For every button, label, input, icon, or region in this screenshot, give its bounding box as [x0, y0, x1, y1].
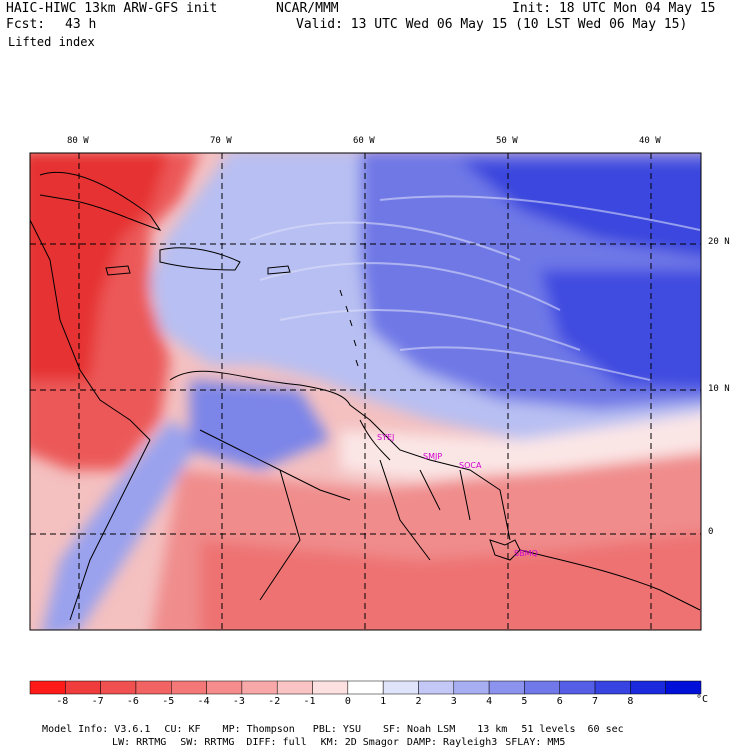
model-info-line1: Model Info: V3.6.1 CU: KF MP: Thompson PBL:… [30, 712, 624, 736]
mp-scheme: MP: Thompson [222, 724, 295, 735]
model-info-line2: LW: RRTMG SW: RRTMG DIFF: full KM: 2D Smago… [100, 725, 565, 749]
vertical-levels: 51 levels [521, 724, 576, 735]
forecast-hours: 43 h [65, 17, 97, 32]
colorbar-swatch [630, 680, 666, 695]
colorbar-swatch [241, 680, 278, 695]
station-label: SYEJ [377, 433, 394, 442]
colorbar-swatch [29, 680, 66, 695]
forecast-label: Fcst: [6, 17, 46, 32]
station-label: SOCA [459, 461, 482, 470]
colorbar-swatch [171, 680, 207, 695]
grid-spacing: 13 km [477, 724, 508, 735]
colorbar-tick-label: -3 [232, 696, 245, 707]
colorbar [29, 680, 702, 695]
colorbar-swatch [524, 680, 560, 695]
colorbar-tick-label: -5 [162, 696, 175, 707]
colorbar-swatch [559, 680, 596, 695]
colorbar-tick-label: 3 [450, 696, 457, 707]
cu-scheme: CU: KF [164, 724, 201, 735]
damping: DAMP: Rayleigh3 [406, 737, 498, 748]
pbl-scheme: PBL: YSU [312, 724, 361, 735]
colorbar-swatch [312, 680, 349, 695]
model-title: HAIC-HIWC 13km ARW-GFS init [6, 1, 218, 16]
colorbar-swatch [347, 680, 384, 695]
lat-label-0: 0 [708, 527, 714, 537]
station-label: SMJP [423, 452, 442, 461]
lon-label-80w: 80 W [67, 136, 89, 146]
coastlines [29, 171, 701, 621]
colorbar-swatch [488, 680, 525, 695]
valid-time: Valid: 13 UTC Wed 06 May 15 (10 LST Wed … [296, 17, 688, 32]
time-step: 60 sec [587, 724, 624, 735]
sf-scheme: SF: Noah LSM [382, 724, 456, 735]
surface-layer: SFLAY: MM5 [505, 737, 566, 748]
org-label: NCAR/MMM [276, 1, 339, 16]
colorbar-tick-label: -2 [268, 696, 281, 707]
colorbar-tick-label: -1 [303, 696, 316, 707]
lon-label-70w: 70 W [210, 136, 232, 146]
colorbar-tick-label: 5 [521, 696, 528, 707]
lat-label-20n: 20 N [708, 237, 730, 247]
lon-label-60w: 60 W [353, 136, 375, 146]
colorbar-swatch [453, 680, 490, 695]
init-time: Init: 18 UTC Mon 04 May 15 [512, 1, 716, 16]
colorbar-tick-label: 8 [627, 696, 634, 707]
colorbar-tick-label: 1 [380, 696, 387, 707]
diffusion: DIFF: full [246, 737, 307, 748]
colorbar-swatch [135, 680, 172, 695]
lon-label-40w: 40 W [639, 136, 661, 146]
colorbar-tick-label: -8 [56, 696, 69, 707]
colorbar-swatch [276, 680, 313, 695]
lat-label-10n: 10 N [708, 384, 730, 394]
colorbar-tick-label: 7 [592, 696, 599, 707]
lw-scheme: LW: RRTMG [112, 737, 167, 748]
colorbar-tick-label: -4 [197, 696, 210, 707]
colorbar-tick-label: 4 [486, 696, 493, 707]
lon-label-50w: 50 W [496, 136, 518, 146]
colorbar-tick-label: -7 [91, 696, 104, 707]
colorbar-tick-label: 2 [415, 696, 422, 707]
field-name: Lifted index [8, 35, 95, 49]
colorbar-swatch [206, 680, 243, 695]
colorbar-swatch [100, 680, 137, 695]
km-option: KM: 2D Smagor [320, 737, 399, 748]
sw-scheme: SW: RRTMG [180, 737, 235, 748]
colorbar-tick-label: 0 [344, 696, 351, 707]
colorbar-tick-label: 6 [556, 696, 563, 707]
lat-lon-grid [30, 153, 701, 630]
colorbar-swatch [665, 680, 702, 695]
colorbar-swatch [382, 680, 419, 695]
colorbar-swatch [594, 680, 631, 695]
colorbar-swatch [65, 680, 101, 695]
colorbar-unit: °C [696, 694, 709, 705]
colorbar-swatch [418, 680, 455, 695]
station-label: SBMQ [514, 549, 538, 558]
model-version: Model Info: V3.6.1 [42, 724, 151, 735]
colorbar-tick-label: -6 [126, 696, 139, 707]
